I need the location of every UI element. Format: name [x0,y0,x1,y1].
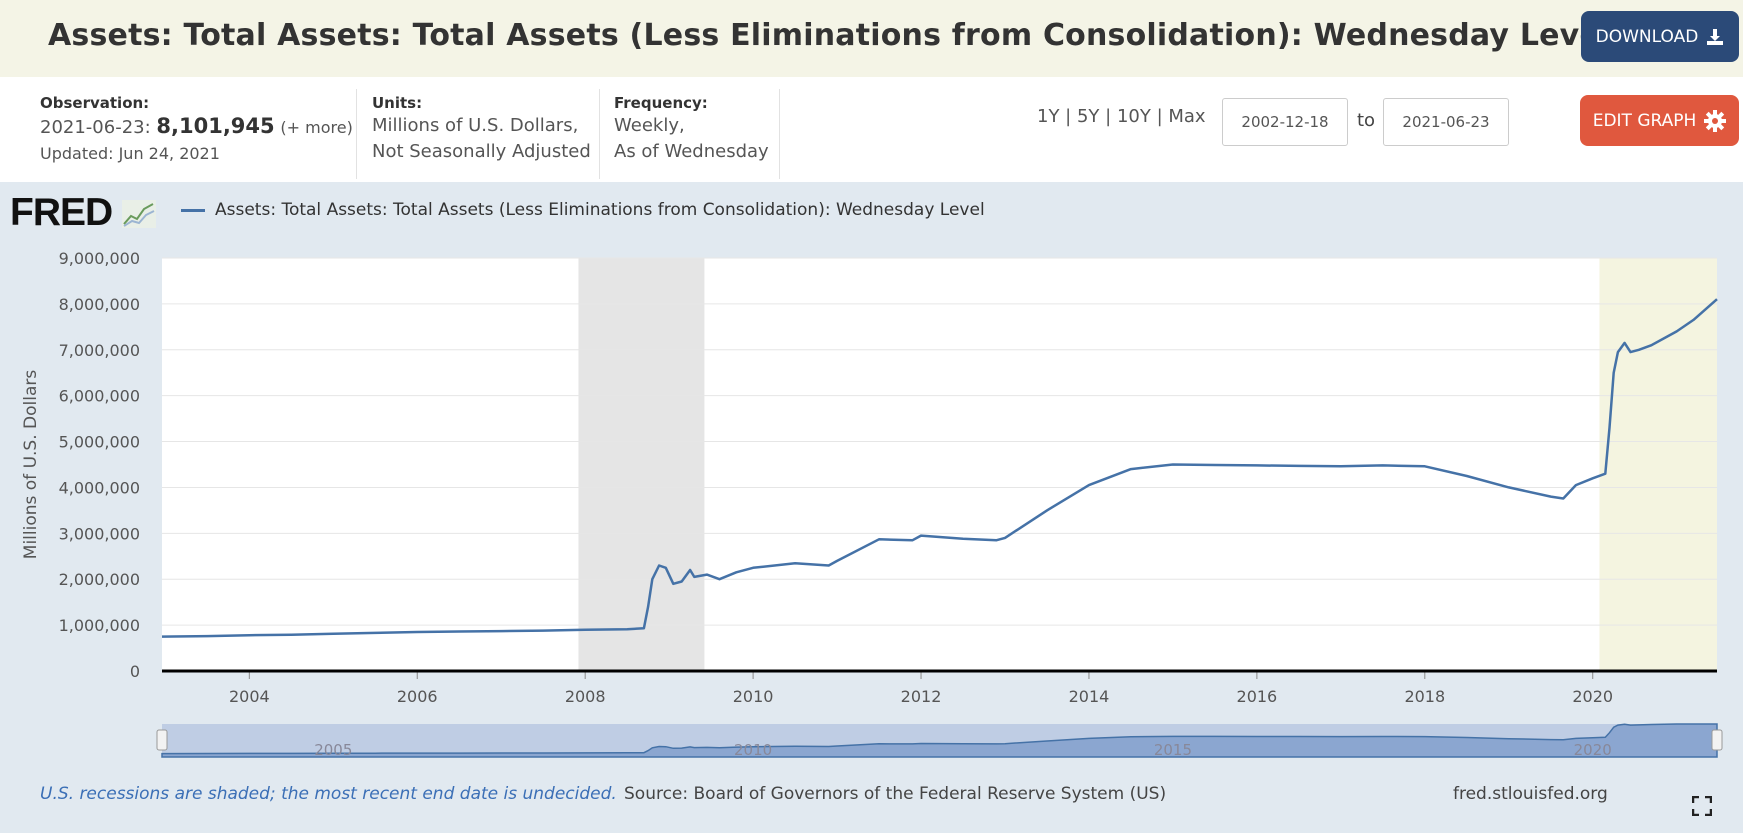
recession-note: U.S. recessions are shaded; the most rec… [40,784,617,804]
updated-date: Updated: Jun 24, 2021 [40,144,220,163]
x-tick-label: 2020 [1572,687,1613,706]
units-line-1: Millions of U.S. Dollars, [372,115,579,136]
x-tick-label: 2018 [1404,687,1445,706]
divider [599,89,600,179]
range-links: 1Y | 5Y | 10Y | Max [1037,106,1206,127]
y-tick-label: 7,000,000 [59,341,140,360]
title-bar: Assets: Total Assets: Total Assets (Less… [0,0,1743,77]
navigator-tick-label: 2005 [314,741,352,759]
range-10y-link[interactable]: 10Y [1116,106,1151,127]
y-tick-label: 3,000,000 [59,524,140,543]
fred-chart-icon [122,200,157,228]
frequency-line-2: As of Wednesday [614,141,769,162]
range-1y-link[interactable]: 1Y [1037,106,1060,127]
y-axis-label: Millions of U.S. Dollars [21,370,41,560]
chart-legend: Assets: Total Assets: Total Assets (Less… [181,200,985,220]
legend-line-marker [181,208,205,212]
plot-background [162,258,1717,671]
navigator-tick-label: 2020 [1574,741,1612,759]
y-tick-label: 1,000,000 [59,616,140,635]
units-label: Units: [372,94,423,112]
x-tick-label: 2014 [1069,687,1110,706]
navigator-tick-label: 2015 [1154,741,1192,759]
site-url[interactable]: fred.stlouisfed.org [1453,784,1608,804]
navigator-series-area [161,723,1718,758]
y-tick-label: 8,000,000 [59,295,140,314]
y-tick-label: 5,000,000 [59,433,140,452]
y-tick-label: 4,000,000 [59,478,140,497]
observation-label: Observation: [40,94,150,112]
navigator-handle-right[interactable] [1711,729,1723,751]
y-tick-label: 6,000,000 [59,387,140,406]
observation-date: 2021-06-23: [40,117,151,138]
download-label: DOWNLOAD [1595,26,1699,47]
x-tick-label: 2010 [733,687,774,706]
to-label: to [1357,110,1376,131]
series-title: Assets: Total Assets: Total Assets (Less… [48,18,1611,53]
fred-logo: FRED [10,191,157,235]
units-line-2: Not Seasonally Adjusted [372,141,591,162]
y-tick-label: 9,000,000 [59,249,140,268]
edit-graph-label: EDIT GRAPH [1592,110,1697,131]
download-button[interactable]: DOWNLOAD [1581,11,1739,62]
y-tick-label: 0 [130,662,140,681]
start-date-input[interactable]: 2002-12-18 [1222,98,1348,146]
series-line [161,298,1718,638]
navigator-tick-label: 2010 [734,741,772,759]
x-tick-label: 2012 [901,687,942,706]
x-tick-label: 2016 [1237,687,1278,706]
fred-logo-text: FRED [10,191,113,234]
observation-value: 8,101,945 [156,114,275,138]
navigator-handle-left[interactable] [156,729,168,751]
download-icon [1707,28,1724,45]
x-tick-label: 2008 [565,687,606,706]
range-5y-link[interactable]: 5Y [1076,106,1100,127]
frequency-line-1: Weekly, [614,115,685,136]
gear-icon [1704,109,1727,132]
y-tick-label: 2,000,000 [59,570,140,589]
recent-period-shading [1599,258,1717,671]
frequency-block: Frequency: Weekly, As of Wednesday [614,93,769,165]
range-max-link[interactable]: Max [1168,106,1206,127]
frequency-label: Frequency: [614,94,708,112]
expand-icon[interactable] [1692,796,1712,816]
edit-graph-button[interactable]: EDIT GRAPH [1580,95,1739,146]
observation-block: Observation: 2021-06-23: 8,101,945 (+ mo… [40,93,353,167]
source-text: Source: Board of Governors of the Federa… [624,784,1167,804]
x-tick-label: 2004 [229,687,270,706]
x-tick-label: 2006 [397,687,438,706]
units-block: Units: Millions of U.S. Dollars, Not Sea… [372,93,591,165]
divider [356,89,357,179]
legend-label: Assets: Total Assets: Total Assets (Less… [215,200,985,220]
more-link[interactable]: (+ more) [280,118,353,137]
recession-shading [578,258,705,671]
end-date-input[interactable]: 2021-06-23 [1383,98,1509,146]
page-title: Assets: Total Assets: Total Assets (Less… [48,18,1687,53]
divider [779,89,780,179]
